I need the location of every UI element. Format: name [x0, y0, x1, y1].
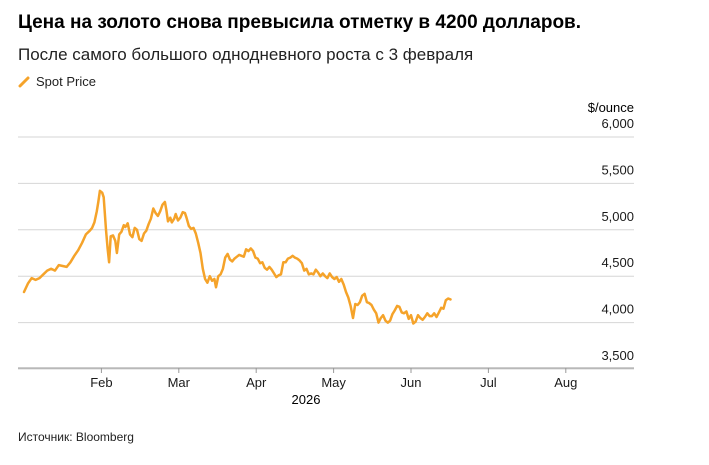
- chart-title: Цена на золото снова превысила отметку в…: [18, 12, 582, 33]
- x-tick-label: Apr: [246, 375, 267, 390]
- x-tick-label: Jun: [401, 375, 422, 390]
- x-tick-labels: Feb Mar Apr May Jun Jul Aug: [90, 368, 577, 390]
- x-tick-label: Feb: [90, 375, 112, 390]
- chart-subtitle: После самого большого однодневного роста…: [18, 45, 474, 64]
- y-tick-label: 3,500: [601, 348, 634, 363]
- legend: Spot Price: [18, 74, 96, 89]
- y-tick-labels: 3,500 4,000 4,500 5,000 5,500 6,000: [601, 116, 634, 363]
- y-tick-label: 4,000: [601, 302, 634, 317]
- legend-label: Spot Price: [36, 74, 96, 89]
- series-line-spot-price: [22, 189, 452, 325]
- y-tick-label: 5,000: [601, 209, 634, 224]
- y-tick-label: 4,500: [601, 255, 634, 270]
- source-note: Источник: Bloomberg: [18, 430, 134, 444]
- legend-swatch-icon: [18, 76, 30, 88]
- x-tick-label: Aug: [554, 375, 577, 390]
- x-axis-year-label: 2026: [292, 392, 321, 407]
- y-axis-unit-label: $/ounce: [588, 100, 634, 115]
- y-tick-label: 6,000: [601, 116, 634, 131]
- y-tick-label: 5,500: [601, 162, 634, 177]
- x-tick-label: Jul: [480, 375, 497, 390]
- x-tick-label: Mar: [168, 375, 191, 390]
- x-tick-label: May: [321, 375, 346, 390]
